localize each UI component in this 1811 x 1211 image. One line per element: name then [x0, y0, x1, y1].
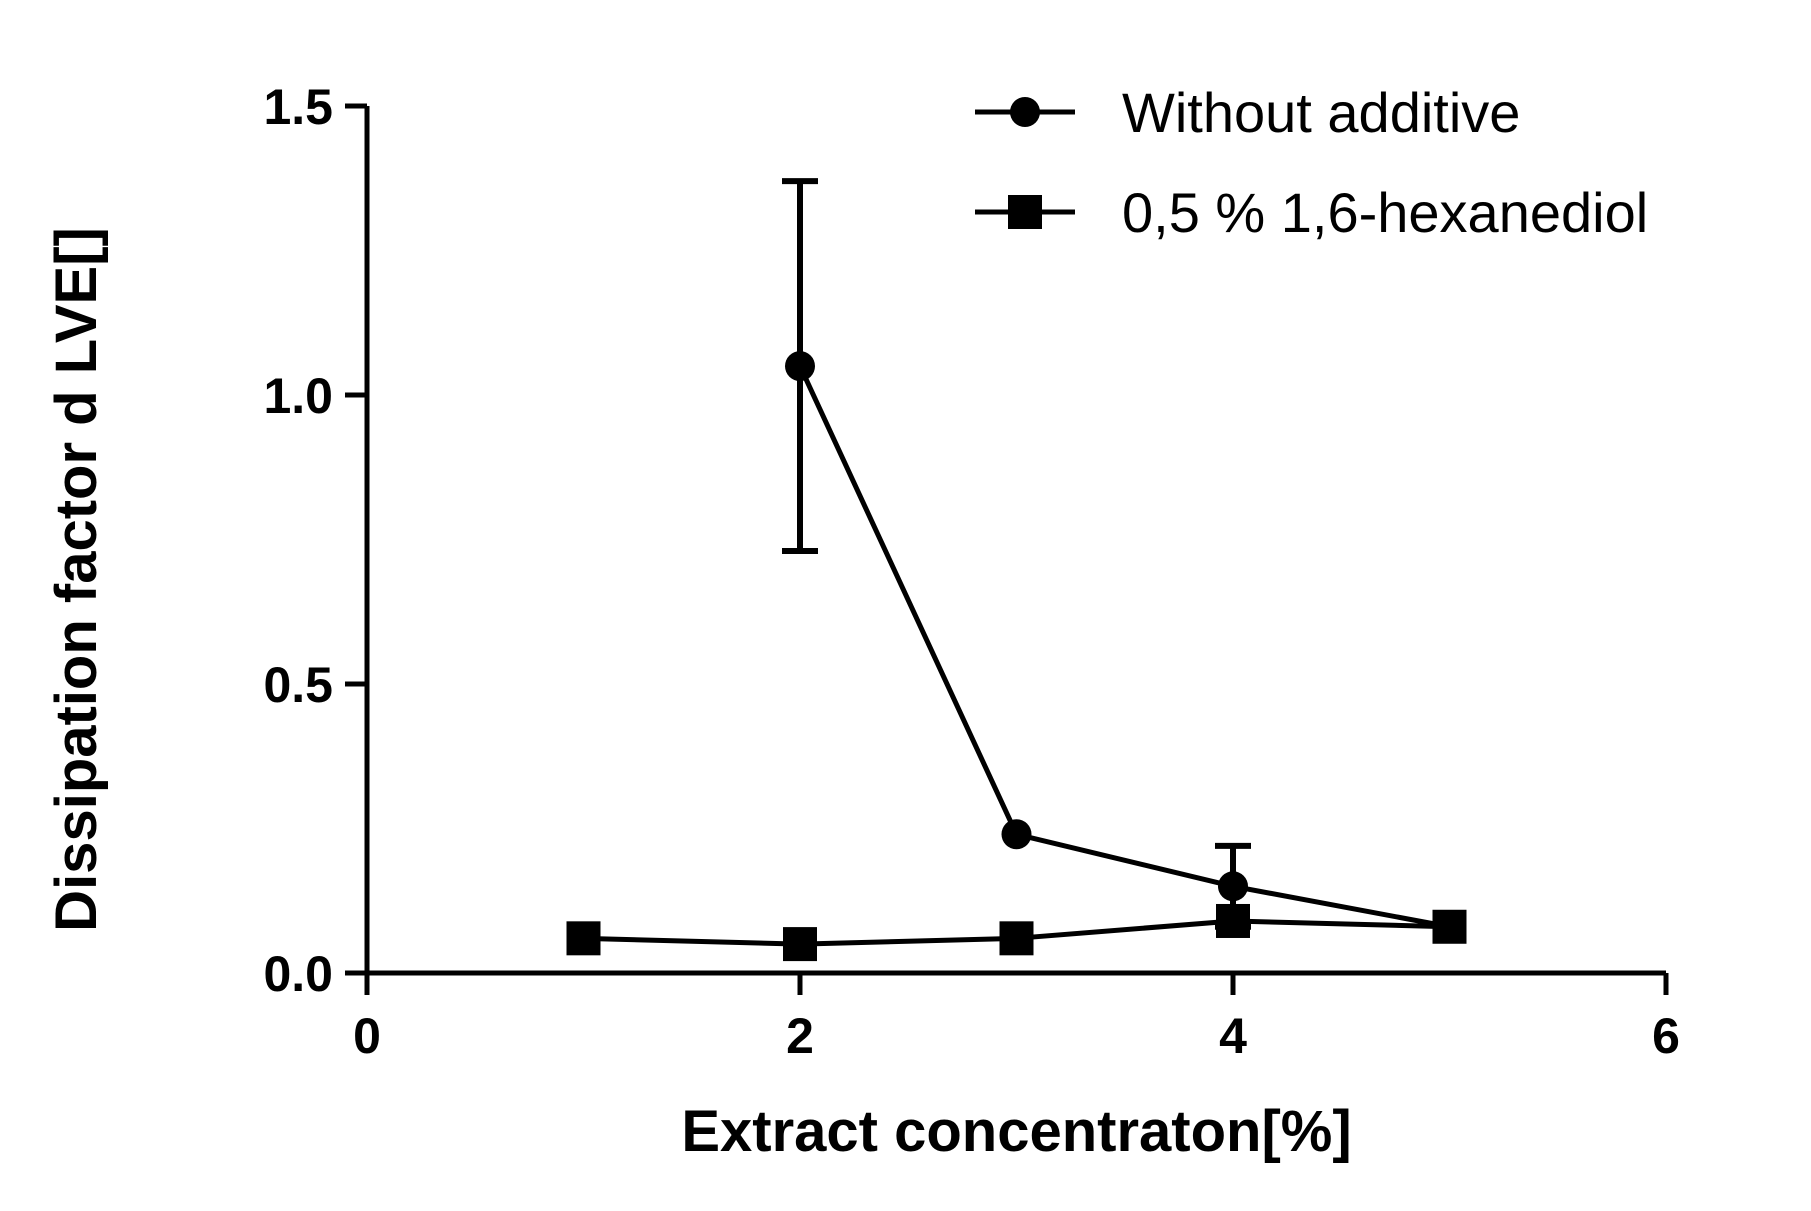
data-point-square [566, 921, 601, 956]
data-point-square [783, 927, 817, 962]
series-without-additive [782, 178, 1465, 942]
x-tick-label: 4 [1219, 1008, 1247, 1064]
series-group [566, 178, 1467, 962]
legend-marker-circle [1010, 97, 1040, 127]
y-tick-label: 1.5 [263, 79, 333, 135]
legend-label: 0,5 % 1,6-hexanediol [1122, 181, 1648, 244]
legend-label: Without additive [1122, 81, 1520, 144]
legend: Without additive 0,5 % 1,6-hexanediol [975, 81, 1648, 244]
data-point-circle [1218, 871, 1248, 902]
y-tick-label: 0.0 [263, 946, 333, 1002]
legend-entry: Without additive [975, 81, 1520, 144]
data-point-square [1432, 909, 1467, 944]
axes [364, 106, 1666, 976]
series-hexanediol [566, 903, 1467, 962]
series-line [797, 365, 1450, 930]
ticks: 0.0 0.5 1.0 1.5 0 2 4 6 [263, 79, 1679, 1064]
x-tick-label: 2 [786, 1008, 814, 1064]
x-tick-label: 0 [353, 1008, 381, 1064]
data-point-circle [785, 351, 815, 382]
legend-entry: 0,5 % 1,6-hexanediol [975, 181, 1648, 244]
y-tick-label: 1.0 [263, 368, 333, 424]
x-axis-title: Extract concentraton[%] [681, 1099, 1351, 1164]
y-axis-title: Dissipation factor d LVE[] [44, 227, 109, 932]
data-point-square [999, 921, 1034, 956]
data-point-circle [1001, 819, 1032, 850]
data-point-square [1216, 903, 1250, 938]
x-tick-label: 6 [1652, 1008, 1680, 1064]
legend-marker-square [1008, 195, 1042, 229]
y-tick-label: 0.5 [263, 657, 333, 713]
